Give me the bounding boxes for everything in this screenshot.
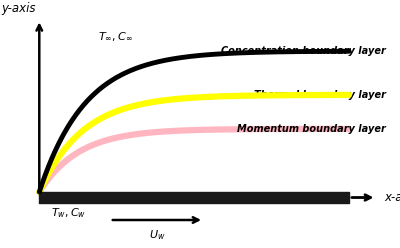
Text: Momentum boundary layer: Momentum boundary layer bbox=[238, 124, 386, 134]
Text: $T_w, C_w$: $T_w, C_w$ bbox=[51, 207, 86, 220]
Text: Concentration boundary layer: Concentration boundary layer bbox=[222, 46, 386, 56]
Text: $U_w$: $U_w$ bbox=[149, 228, 165, 242]
Text: y-axis: y-axis bbox=[1, 2, 35, 15]
Text: Thermal boundary layer: Thermal boundary layer bbox=[254, 90, 386, 100]
Text: x-axis: x-axis bbox=[384, 191, 400, 204]
Text: $T_{\infty}, C_{\infty}$: $T_{\infty}, C_{\infty}$ bbox=[98, 31, 133, 43]
